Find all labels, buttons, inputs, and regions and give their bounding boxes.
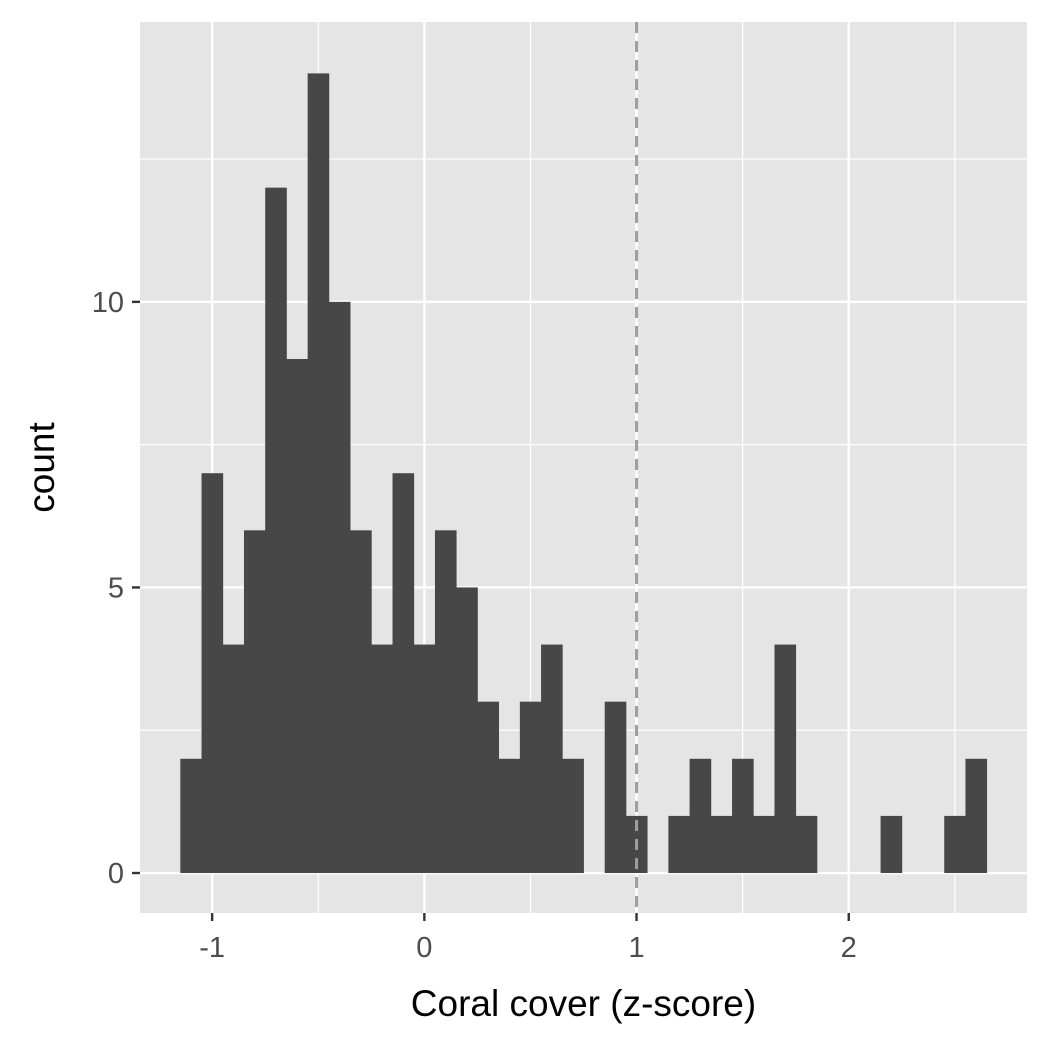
y-tick-label: 5	[108, 572, 124, 604]
histogram-bar	[965, 758, 988, 874]
y-axis-title: count	[21, 422, 62, 513]
y-axis: 0 5 10	[92, 287, 140, 890]
histogram-bar	[562, 758, 584, 874]
histogram-bar	[710, 815, 733, 874]
histogram-bar	[180, 758, 202, 874]
histogram-bar	[328, 301, 351, 874]
histogram-bar	[350, 530, 372, 874]
histogram-bars	[180, 73, 988, 874]
x-tick-label: -1	[199, 932, 225, 964]
x-tick-label: 1	[628, 932, 644, 964]
histogram-bar	[795, 815, 818, 874]
histogram-bar	[371, 644, 393, 874]
histogram-bar	[604, 701, 627, 874]
x-tick-label: 0	[416, 932, 432, 964]
histogram-bar	[519, 701, 542, 874]
histogram-bar	[265, 187, 287, 874]
histogram-bar	[243, 530, 266, 874]
x-tick-label: 2	[841, 932, 857, 964]
histogram-bar	[222, 644, 245, 874]
histogram-bar	[541, 644, 563, 874]
histogram-bar	[477, 701, 500, 874]
x-axis-title: Coral cover (z-score)	[411, 983, 756, 1024]
y-tick-label: 10	[92, 287, 124, 319]
histogram-bar	[880, 815, 903, 874]
histogram-bar	[201, 473, 224, 874]
y-tick-label: 0	[108, 858, 124, 890]
histogram-bar	[689, 758, 712, 874]
histogram-bar	[286, 358, 309, 874]
histogram-bar	[498, 758, 521, 874]
histogram-bar	[732, 758, 754, 874]
histogram-bar	[774, 644, 797, 874]
histogram-bar	[434, 530, 457, 874]
histogram-bar	[944, 815, 966, 874]
histogram-bar	[307, 73, 330, 874]
histogram-bar	[753, 815, 775, 874]
histogram-bar	[668, 815, 691, 874]
histogram-bar	[392, 473, 415, 874]
histogram-bar	[456, 587, 478, 874]
histogram-bar	[413, 644, 436, 874]
x-axis: -1 0 1 2	[199, 913, 857, 964]
